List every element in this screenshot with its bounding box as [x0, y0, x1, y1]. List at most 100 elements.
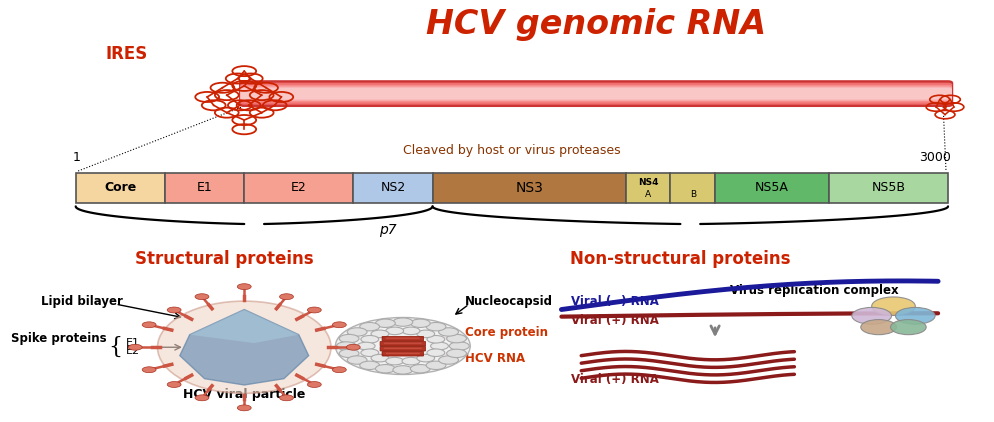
Circle shape: [307, 307, 321, 313]
Text: {: {: [108, 336, 122, 358]
Circle shape: [411, 365, 430, 373]
Text: NS3: NS3: [515, 181, 543, 195]
Circle shape: [872, 297, 915, 315]
Circle shape: [339, 334, 359, 343]
Circle shape: [167, 307, 181, 313]
Circle shape: [427, 349, 444, 357]
FancyBboxPatch shape: [432, 173, 626, 203]
Text: Non-structural proteins: Non-structural proteins: [571, 250, 790, 268]
Text: Nucleocapsid: Nucleocapsid: [465, 295, 554, 308]
Circle shape: [347, 356, 367, 364]
Text: Lipid bilayer: Lipid bilayer: [41, 295, 123, 308]
Circle shape: [438, 328, 458, 336]
Circle shape: [430, 342, 448, 350]
Circle shape: [896, 307, 935, 324]
FancyBboxPatch shape: [386, 338, 419, 339]
Circle shape: [891, 319, 926, 335]
Text: NS4: NS4: [638, 179, 658, 187]
Text: HCV genomic RNA: HCV genomic RNA: [426, 8, 766, 41]
FancyBboxPatch shape: [715, 173, 829, 203]
FancyBboxPatch shape: [241, 87, 952, 101]
Circle shape: [446, 349, 466, 357]
Circle shape: [238, 405, 251, 411]
Circle shape: [195, 294, 209, 300]
FancyBboxPatch shape: [241, 88, 952, 100]
Circle shape: [446, 334, 466, 343]
Text: HCV viral particle: HCV viral particle: [183, 388, 305, 401]
FancyBboxPatch shape: [382, 352, 423, 356]
Circle shape: [332, 367, 346, 373]
Circle shape: [416, 330, 434, 338]
Circle shape: [416, 354, 434, 362]
Text: A: A: [645, 190, 651, 199]
FancyBboxPatch shape: [671, 173, 715, 203]
Circle shape: [332, 322, 346, 328]
Circle shape: [128, 344, 142, 350]
Text: E2: E2: [291, 181, 306, 195]
Circle shape: [371, 354, 389, 362]
Circle shape: [371, 330, 389, 338]
Circle shape: [861, 319, 897, 335]
Text: NS5B: NS5B: [872, 181, 906, 195]
FancyBboxPatch shape: [386, 353, 419, 354]
FancyBboxPatch shape: [829, 173, 948, 203]
Circle shape: [167, 381, 181, 387]
Circle shape: [360, 361, 380, 370]
FancyBboxPatch shape: [76, 173, 165, 203]
Text: Virus replication complex: Virus replication complex: [730, 284, 899, 297]
Circle shape: [386, 327, 404, 335]
Circle shape: [411, 319, 430, 327]
Circle shape: [238, 284, 251, 289]
FancyBboxPatch shape: [245, 173, 353, 203]
Circle shape: [335, 317, 470, 374]
FancyBboxPatch shape: [241, 81, 952, 106]
Circle shape: [376, 365, 396, 373]
FancyBboxPatch shape: [353, 173, 432, 203]
Text: Viral (+) RNA: Viral (+) RNA: [572, 373, 659, 386]
Ellipse shape: [157, 301, 331, 393]
Text: 1: 1: [73, 151, 81, 165]
FancyBboxPatch shape: [241, 85, 952, 103]
Polygon shape: [180, 309, 309, 385]
Polygon shape: [190, 309, 299, 343]
FancyBboxPatch shape: [165, 173, 245, 203]
Circle shape: [426, 322, 446, 331]
Circle shape: [403, 327, 419, 335]
Circle shape: [361, 335, 379, 343]
Text: E1: E1: [126, 338, 140, 348]
FancyBboxPatch shape: [241, 83, 952, 105]
FancyBboxPatch shape: [380, 346, 425, 351]
Circle shape: [376, 319, 396, 327]
Text: E1: E1: [197, 181, 213, 195]
Text: p7: p7: [379, 223, 397, 237]
Text: Viral (−) RNA: Viral (−) RNA: [572, 295, 659, 308]
Circle shape: [361, 349, 379, 357]
Circle shape: [393, 318, 413, 326]
Text: NS2: NS2: [381, 181, 406, 195]
FancyBboxPatch shape: [384, 343, 421, 344]
Text: B: B: [690, 190, 696, 199]
FancyBboxPatch shape: [384, 348, 421, 349]
Circle shape: [360, 322, 380, 331]
FancyBboxPatch shape: [382, 336, 423, 341]
Text: 3000: 3000: [919, 151, 951, 165]
Text: Cleaved by host or virus proteases: Cleaved by host or virus proteases: [403, 144, 620, 157]
Text: Core protein: Core protein: [465, 326, 549, 339]
Circle shape: [449, 342, 469, 350]
Text: E2: E2: [126, 346, 140, 357]
Circle shape: [427, 335, 444, 343]
Text: NS5A: NS5A: [755, 181, 789, 195]
Circle shape: [403, 357, 419, 365]
Text: Core: Core: [104, 181, 136, 195]
Circle shape: [357, 342, 375, 350]
Text: Viral (+) RNA: Viral (+) RNA: [572, 314, 659, 327]
Circle shape: [307, 381, 321, 387]
Circle shape: [142, 367, 156, 373]
Circle shape: [142, 322, 156, 328]
Circle shape: [386, 357, 404, 365]
Circle shape: [346, 344, 360, 350]
Circle shape: [438, 356, 458, 364]
Text: Structural proteins: Structural proteins: [135, 250, 314, 268]
Circle shape: [347, 328, 367, 336]
Circle shape: [279, 395, 293, 401]
